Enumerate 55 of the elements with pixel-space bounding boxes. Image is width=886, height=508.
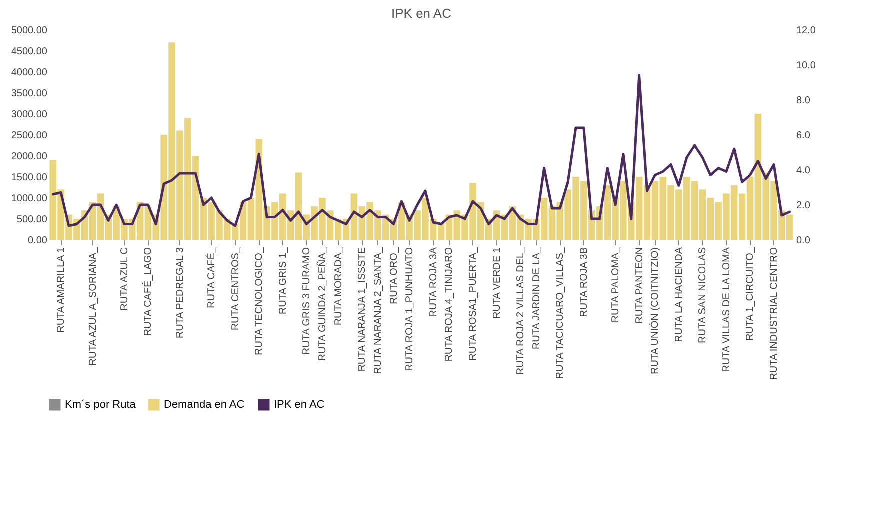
x-tick-label: RUTA AMARILLA 1 bbox=[56, 247, 68, 333]
legend-label: IPK en AC bbox=[274, 399, 325, 411]
y-tick-label: 3500.00 bbox=[11, 88, 48, 100]
y2-tick-label: 6.0 bbox=[796, 130, 811, 142]
x-tick-label: RUTA ROJA 3B bbox=[578, 247, 590, 318]
y-tick-label: 4000.00 bbox=[11, 68, 48, 78]
line-series bbox=[52, 74, 792, 228]
y-tick-label: 1500.00 bbox=[11, 172, 48, 184]
x-tick-label: RUTA ROSA1_PUERTA_ bbox=[468, 247, 479, 361]
x-tick-label: RUTA MORADA_ bbox=[333, 247, 344, 326]
chart-title: IPK en AC bbox=[392, 6, 452, 21]
y-tick-label: 1000.00 bbox=[11, 194, 48, 204]
x-tick-label: RUTA TACICUARO_VILLAS_ bbox=[555, 247, 566, 380]
y2-tick-label: 0.0 bbox=[796, 236, 811, 246]
x-tick-label: RUTA SAN NICOLAS bbox=[698, 247, 709, 344]
x-tick-label: RUTA INDUSTRIAL CENTRO bbox=[769, 247, 780, 380]
x-tick-label: RUTA 1_CIRCUITO_ bbox=[745, 247, 756, 342]
x-tick-label: RUTA ROJA 1_PUNHUATO bbox=[404, 247, 416, 372]
y-tick-label: 500.00 bbox=[16, 214, 48, 226]
x-tick-label: RUTA CAFÉ_LAGO bbox=[142, 247, 154, 336]
x-tick-label: RUTA GRIS 1_ bbox=[278, 247, 289, 315]
y-tick-label: 5000.00 bbox=[11, 26, 48, 36]
x-tick-label: RUTA PALOMA_ bbox=[610, 247, 622, 323]
x-tick-label: RUTA JARDIN DE LA_ bbox=[531, 247, 542, 350]
legend-label: Km´s por Ruta bbox=[65, 399, 137, 411]
x-tick-label: RUTA UNIÓN (COITNITZIO) bbox=[649, 248, 662, 375]
y2-tick-label: 10.0 bbox=[796, 60, 816, 72]
x-tick-label: RUTA PEDREGAL 3 bbox=[174, 247, 186, 339]
y-tick-label: 2500.00 bbox=[11, 130, 48, 142]
x-tick-label: RUTA CAFÉ_ bbox=[206, 247, 218, 308]
x-tick-label: RUTA NARANJA 1_ISSSTE bbox=[357, 247, 368, 372]
y2-tick-label: 12.0 bbox=[796, 26, 816, 36]
y-tick-label: 3000.00 bbox=[11, 110, 48, 120]
x-tick-label: RUTA CENTROS_ bbox=[230, 247, 242, 331]
y-tick-label: 2000.00 bbox=[11, 152, 48, 162]
y-tick-label: 4500.00 bbox=[11, 46, 48, 58]
x-tick-label: RUTA VERDE 1 bbox=[492, 247, 503, 319]
y2-tick-label: 4.0 bbox=[796, 166, 811, 176]
y2-tick-label: 2.0 bbox=[796, 200, 811, 212]
x-tick-label: RUTA PANTEON bbox=[634, 248, 646, 324]
x-tick-label: RUTA ROJA 3A bbox=[428, 247, 440, 318]
x-tick-label: RUTA TECNOLOGICO_ bbox=[254, 247, 266, 356]
x-tick-label: RUTA ORO_ bbox=[388, 247, 400, 305]
x-tick-label: RUTA LA HACIENDA bbox=[674, 247, 685, 342]
x-tick-label: RUTA AZUL C bbox=[119, 248, 130, 311]
x-tick-label: RUTA NARANJA 2_SANTA_ bbox=[372, 247, 384, 374]
x-tick-label: RUTA GUINDA 2_PEÑA_ bbox=[316, 247, 328, 362]
y-tick-label: 0.00 bbox=[28, 236, 48, 246]
x-tick-label: RUTA VILLAS DE LA LOMA bbox=[721, 247, 732, 372]
x-tick-label: RUTA AZUL A_SORIANA_ bbox=[88, 247, 99, 366]
x-tick-label: RUTA GRIS 3 FURAMO bbox=[302, 247, 313, 356]
x-tick-label: RUTA ROJA 2 VILLAS DEL_ bbox=[516, 247, 527, 376]
x-tick-label: RUTA ROJA 4_TINIJARO bbox=[444, 247, 456, 362]
legend-label: Demanda en AC bbox=[164, 399, 245, 411]
y2-tick-label: 8.0 bbox=[796, 96, 811, 106]
